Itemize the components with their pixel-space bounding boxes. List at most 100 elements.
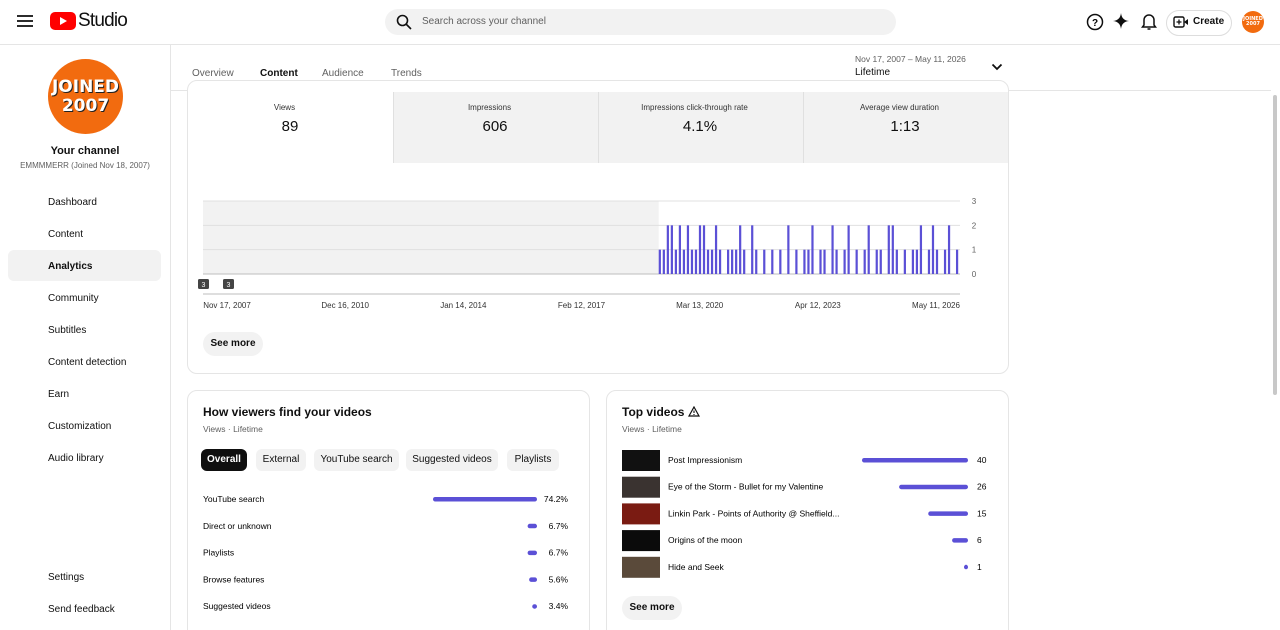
bar <box>678 225 682 274</box>
search-placeholder[interactable]: Search across your channel <box>422 16 546 27</box>
bar <box>714 225 718 274</box>
nav-item[interactable]: Audio library <box>48 453 104 464</box>
bar <box>670 225 673 274</box>
metric-value: 89 <box>281 118 299 135</box>
video-views: 15 <box>977 508 987 518</box>
date-period[interactable]: Lifetime <box>855 67 891 78</box>
nav-item[interactable]: Customization <box>48 421 112 432</box>
annotation-label[interactable]: 3 <box>202 282 206 289</box>
video-bar <box>862 458 968 463</box>
video-thumbnail[interactable] <box>622 503 660 525</box>
filter-chip[interactable]: Playlists <box>507 449 559 471</box>
bar <box>891 225 894 274</box>
source-name: Browse features <box>203 574 264 584</box>
x-tick-label: May 11, 2026 <box>912 301 960 310</box>
traffic-subtitle: Views · Lifetime <box>203 424 263 434</box>
notifications-icon[interactable] <box>1141 13 1157 31</box>
create-button[interactable] <box>1166 10 1232 36</box>
bar <box>935 249 939 274</box>
video-title[interactable]: Hide and Seek <box>668 562 725 572</box>
video-thumbnail[interactable] <box>622 450 660 471</box>
video-thumbnail[interactable] <box>622 530 660 552</box>
filter-chip[interactable]: Suggested videos <box>406 449 498 471</box>
tab[interactable]: Audience <box>322 68 364 79</box>
nav-item[interactable]: Send feedback <box>48 604 115 615</box>
video-thumbnail[interactable] <box>622 476 660 498</box>
bar <box>811 225 814 274</box>
x-tick-label: Feb 12, 2017 <box>558 301 606 310</box>
see-more-button[interactable]: See more <box>203 332 263 356</box>
bar <box>847 225 850 274</box>
annotation-marker[interactable] <box>223 279 234 289</box>
source-bar <box>527 523 537 529</box>
bar <box>690 249 694 274</box>
video-title[interactable]: Origins of the moon <box>668 535 742 545</box>
bar <box>915 249 919 274</box>
filter-chip[interactable]: YouTube search <box>314 449 399 471</box>
bar <box>843 249 846 274</box>
nav-item[interactable]: Community <box>48 293 99 304</box>
help-icon[interactable]: ? <box>1086 13 1104 31</box>
header <box>0 0 1280 45</box>
filter-chip[interactable]: Overall <box>201 449 247 471</box>
video-views: 6 <box>977 535 982 545</box>
traffic-title: How viewers find your videos <box>203 405 372 419</box>
svg-text:?: ? <box>1092 18 1098 29</box>
see-more-button[interactable]: See more <box>622 596 682 620</box>
channel-avatar[interactable]: JOINED 2007 <box>48 59 123 134</box>
nav-item[interactable]: Earn <box>48 389 70 400</box>
metric-tile[interactable] <box>188 92 392 163</box>
video-views: 1 <box>977 562 982 572</box>
tab[interactable]: Trends <box>391 68 422 79</box>
sparkle-icon[interactable] <box>1113 13 1129 29</box>
video-thumbnail[interactable] <box>622 556 660 578</box>
source-value: 3.4% <box>549 601 569 611</box>
bar <box>694 249 698 274</box>
metric-tile[interactable] <box>598 92 803 163</box>
nav-item[interactable]: Content detection <box>48 357 127 368</box>
bar <box>674 249 677 274</box>
video-title[interactable]: Linkin Park - Points of Authority @ Shef… <box>668 508 839 518</box>
nav-item[interactable]: Analytics <box>48 261 93 272</box>
video-title[interactable]: Eye of the Storm - Bullet for my Valenti… <box>668 482 824 492</box>
annotation-label[interactable]: 3 <box>227 282 231 289</box>
tab[interactable]: Content <box>260 68 298 79</box>
menu-icon[interactable] <box>16 14 34 28</box>
date-dropdown-icon[interactable] <box>991 62 1003 72</box>
views-chart: 0 1 2 3 Nov 17, 2007 Dec 16, 2010 Jan 14, 2014… <box>198 197 977 310</box>
bar <box>731 249 734 274</box>
inactive-period <box>203 201 659 274</box>
bar <box>686 225 690 274</box>
y-tick-label: 3 <box>972 197 977 206</box>
filter-chip[interactable]: External <box>256 449 306 471</box>
nav-item[interactable]: Settings <box>48 572 85 583</box>
bar <box>779 249 782 274</box>
metric-label: Impressions <box>467 103 512 112</box>
date-range[interactable]: Nov 17, 2007 – May 11, 2026 <box>855 54 966 64</box>
metric-tile[interactable] <box>393 92 598 163</box>
account-avatar[interactable]: JOINED 2007 <box>1242 11 1264 33</box>
scrollbar[interactable] <box>1273 95 1277 395</box>
bar <box>666 225 669 274</box>
bar <box>931 225 935 274</box>
nav-item[interactable]: Subtitles <box>48 325 87 336</box>
logo-text[interactable]: Studio <box>78 10 128 31</box>
x-tick-label: Dec 16, 2010 <box>321 301 369 310</box>
top-videos-subtitle: Views · Lifetime <box>622 424 682 434</box>
nav-item[interactable]: Content <box>48 229 84 240</box>
top-videos-rows: Post Impressionism 40 Eye of the Storm - B… <box>622 450 987 578</box>
metric-tile[interactable] <box>803 92 1008 163</box>
logo-icon[interactable] <box>50 12 76 30</box>
bar <box>755 249 758 274</box>
video-bar <box>928 511 968 516</box>
bar <box>803 249 806 274</box>
nav-item[interactable]: Dashboard <box>48 197 97 208</box>
create-label[interactable]: Create <box>1193 16 1225 27</box>
video-title[interactable]: Post Impressionism <box>668 455 742 465</box>
bar <box>879 249 882 274</box>
annotation-marker[interactable] <box>198 279 209 289</box>
search-box[interactable] <box>385 9 896 35</box>
tab[interactable]: Overview <box>192 68 234 79</box>
bar <box>718 249 722 274</box>
